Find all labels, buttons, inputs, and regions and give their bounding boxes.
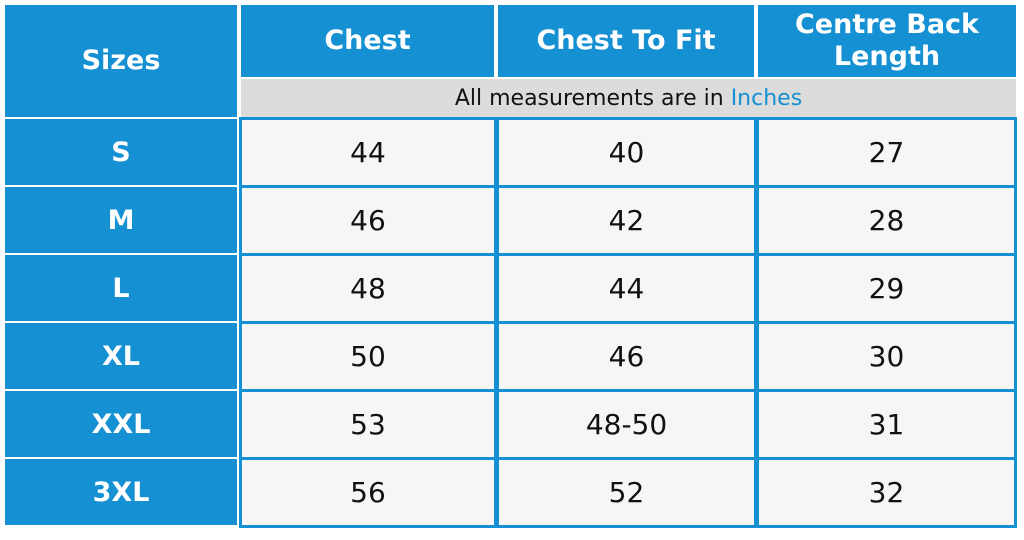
data-cell: 52 [499,460,754,525]
data-cell: 27 [759,120,1014,185]
data-cell: 44 [499,256,754,321]
data-cell: 56 [242,460,494,525]
data-cell: 46 [242,188,494,253]
data-cell: 46 [499,324,754,389]
data-cell: 28 [759,188,1014,253]
note-row: All measurements are in Inches [241,79,1016,117]
data-cell: 53 [242,392,494,457]
data-cell: 48 [242,256,494,321]
size-cell: 3XL [5,459,237,525]
header-cell: Chest To Fit [498,5,754,77]
header-cell: Chest [241,5,494,77]
data-cell: 42 [499,188,754,253]
size-cell: XL [5,323,237,389]
data-cell: 30 [759,324,1014,389]
grid-background [239,117,1017,528]
size-cell: L [5,255,237,321]
data-cell: 40 [499,120,754,185]
data-cell: 31 [759,392,1014,457]
data-cell: 32 [759,460,1014,525]
header-cell: Centre Back Length [758,5,1016,77]
size-cell: XXL [5,391,237,457]
data-cell: 44 [242,120,494,185]
data-cell: 29 [759,256,1014,321]
note-text: All measurements are in [454,85,724,111]
data-cell: 50 [242,324,494,389]
data-cell: 48-50 [499,392,754,457]
size-cell: M [5,187,237,253]
note-unit: Inches [730,85,803,111]
size-cell: S [5,119,237,185]
header-cell: Sizes [5,5,237,117]
